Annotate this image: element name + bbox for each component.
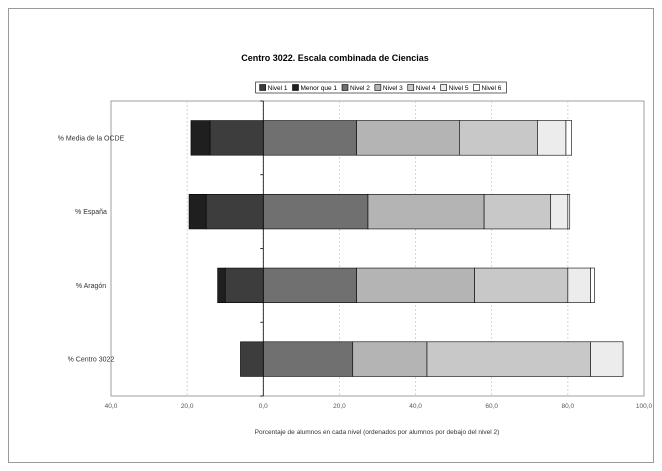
- legend-item-nivel-1: Nivel 1: [259, 84, 288, 92]
- bar-media-de-la-ocde-menor-que-1: [190, 120, 211, 156]
- x-tick-label: 20,0: [333, 403, 346, 410]
- x-tick-label: 100,0: [636, 403, 653, 410]
- category-labels: % Media de la OCDE % España % Aragón % Cent…: [58, 135, 125, 363]
- bar-espana-nivel-2: [262, 193, 369, 230]
- bar-espana-nivel-6: [567, 193, 571, 230]
- bar-centro-3022-nivel-1: [240, 341, 264, 377]
- legend-swatch: [407, 84, 415, 91]
- bar-aragon-nivel-3: [356, 267, 475, 304]
- chart-frame: Centro 3022. Escala combinada de Ciencia…: [8, 8, 654, 463]
- legend-item-nivel-3: Nivel 3: [374, 84, 403, 92]
- legend-label: Menor que 1: [301, 85, 338, 92]
- bar-espana-nivel-4: [483, 193, 552, 230]
- bar-centro-3022-nivel-5: [590, 341, 624, 377]
- x-tick-label: 40,0: [105, 403, 118, 410]
- x-tick-labels: 40,0 20,0 0,0 20,0 40,0 60,0 80,0 100,0: [105, 403, 653, 410]
- legend-label: Nivel 6: [482, 85, 502, 92]
- bar-media-de-la-ocde-nivel-1: [209, 120, 264, 156]
- legend-item-nivel-6: Nivel 6: [473, 84, 502, 92]
- legend-item-nivel-2: Nivel 2: [341, 84, 370, 92]
- legend-swatch: [341, 84, 349, 91]
- legend: Nivel 1 Menor que 1 Nivel 2 Nivel 3 Nivel 4 N…: [255, 81, 507, 94]
- zero-axis: [260, 100, 264, 397]
- bar-espana-menor-que-1: [188, 193, 207, 230]
- legend-label: Nivel 2: [350, 85, 370, 92]
- legend-item-menor-que-1: Menor que 1: [292, 84, 338, 92]
- stacked-bar-chart: Centro 3022. Escala combinada de Ciencia…: [58, 53, 653, 436]
- bar-aragon-nivel-6: [590, 267, 595, 304]
- bar-aragon-nivel-2: [262, 267, 357, 304]
- bar-centro-3022-nivel-4: [426, 341, 591, 377]
- x-axis-label: Porcentaje de alumnos en cada nivel (ord…: [255, 429, 500, 436]
- x-tick-label: 80,0: [562, 403, 575, 410]
- bar-aragon-menor-que-1: [217, 267, 226, 304]
- legend-label: Nivel 4: [416, 85, 436, 92]
- legend-swatch: [259, 84, 266, 91]
- bar-aragon-nivel-1: [224, 267, 264, 304]
- legend-swatch: [292, 84, 299, 91]
- bar-media-de-la-ocde-nivel-3: [356, 120, 460, 156]
- bar-espana-nivel-5: [550, 193, 569, 230]
- chart-title: Centro 3022. Escala combinada de Ciencia…: [241, 53, 429, 63]
- legend-item-nivel-4: Nivel 4: [407, 84, 436, 92]
- x-tick-label: 20,0: [181, 403, 194, 410]
- legend-label: Nivel 3: [383, 85, 403, 92]
- category-label: % Centro 3022: [68, 357, 115, 364]
- category-label: % Media de la OCDE: [58, 135, 125, 142]
- x-tick-label: 60,0: [485, 403, 498, 410]
- x-tick-label: 40,0: [409, 403, 422, 410]
- plot-area: [110, 100, 645, 397]
- bar-media-de-la-ocde-nivel-6: [565, 120, 572, 156]
- bar-media-de-la-ocde-nivel-5: [537, 120, 567, 156]
- legend-item-nivel-5: Nivel 5: [440, 84, 469, 92]
- legend-label: Nivel 5: [449, 85, 469, 92]
- legend-swatch: [473, 84, 480, 91]
- legend-label: Nivel 1: [268, 85, 288, 92]
- legend-swatch: [440, 84, 447, 91]
- bar-centro-3022-nivel-3: [352, 341, 428, 377]
- category-label: % Aragón: [76, 283, 106, 290]
- x-tick-label: 0,0: [259, 403, 268, 410]
- bars: [188, 120, 624, 377]
- bar-media-de-la-ocde-nivel-2: [262, 120, 357, 156]
- legend-swatch: [374, 84, 382, 91]
- bar-aragon-nivel-5: [567, 267, 591, 304]
- bar-espana-nivel-1: [205, 193, 264, 230]
- bar-aragon-nivel-4: [474, 267, 569, 304]
- category-label: % España: [75, 209, 107, 216]
- bar-media-de-la-ocde-nivel-4: [459, 120, 538, 156]
- bar-espana-nivel-3: [367, 193, 485, 230]
- bar-centro-3022-nivel-2: [262, 341, 354, 377]
